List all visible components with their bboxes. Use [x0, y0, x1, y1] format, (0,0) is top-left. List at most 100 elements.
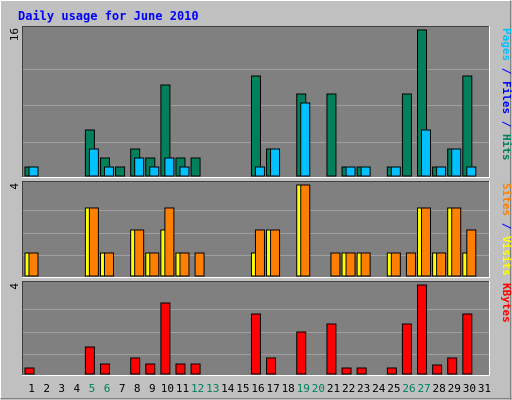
bar [436, 252, 447, 277]
bar [88, 207, 99, 277]
bar [164, 207, 175, 277]
day-label: 15 [236, 382, 249, 395]
side-legend-part: / [500, 216, 512, 236]
bar [145, 363, 156, 375]
bar [432, 364, 443, 375]
series-files [28, 102, 477, 177]
bar [250, 75, 261, 177]
day-label: 27 [417, 382, 430, 395]
bar [401, 323, 412, 375]
day-label: 8 [134, 382, 141, 395]
bar [345, 252, 356, 277]
bar [28, 166, 39, 177]
side-legend-label: Sites / Visits [500, 183, 512, 276]
bar [401, 93, 412, 177]
bar [300, 184, 311, 277]
day-label: 24 [372, 382, 386, 395]
chart-title: Daily usage for June 2010 [18, 9, 199, 23]
day-label: 6 [104, 382, 111, 395]
bar [405, 252, 416, 277]
bar [356, 367, 367, 375]
bar [115, 166, 126, 177]
bar [341, 367, 352, 375]
day-label: 5 [89, 382, 96, 395]
day-label: 1 [28, 382, 35, 395]
bar [179, 166, 190, 177]
bar [462, 75, 473, 177]
day-label: 23 [357, 382, 370, 395]
day-label: 28 [433, 382, 446, 395]
bar [130, 357, 141, 375]
bar [134, 229, 145, 277]
side-legend-part: KBytes [500, 283, 512, 323]
bar [250, 313, 261, 375]
bar [270, 148, 281, 177]
bar [88, 148, 99, 177]
scale-max-label: 4 [8, 183, 21, 190]
bar [190, 157, 201, 177]
day-label: 26 [402, 382, 415, 395]
day-label: 13 [206, 382, 219, 395]
day-label: 4 [74, 382, 81, 395]
bar [466, 166, 477, 177]
side-legend-part: / [500, 114, 512, 134]
bar [270, 229, 281, 277]
bar [28, 252, 39, 277]
day-label: 17 [266, 382, 279, 395]
bar [179, 252, 190, 277]
side-legend-label: KBytes [500, 283, 512, 323]
day-label: 10 [161, 382, 174, 395]
bar [300, 102, 311, 177]
bar [266, 357, 277, 375]
visits-panel: 4 Sites / Visits [8, 181, 512, 278]
bar [417, 284, 428, 375]
day-label: 25 [387, 382, 400, 395]
day-label: 11 [176, 382, 189, 395]
day-label: 29 [448, 382, 461, 395]
series-kbytes [24, 284, 473, 375]
bar [175, 363, 186, 375]
bar [194, 252, 205, 277]
day-label: 7 [119, 382, 126, 395]
bar [390, 166, 401, 177]
side-legend-part: Visits [500, 236, 512, 276]
bar [421, 207, 432, 277]
bar [296, 331, 307, 375]
day-label: 14 [221, 382, 235, 395]
bar [149, 166, 160, 177]
day-label: 22 [342, 382, 355, 395]
day-label: 3 [58, 382, 65, 395]
side-legend-part: Hits [500, 134, 512, 161]
side-legend-part: Sites [500, 183, 512, 216]
day-label: 16 [251, 382, 264, 395]
day-label: 19 [297, 382, 310, 395]
bar [24, 367, 35, 375]
scale-max-label: 4 [8, 283, 21, 290]
bar [326, 93, 337, 177]
bar [447, 357, 458, 375]
bar [451, 207, 462, 277]
bar [254, 229, 265, 277]
bar [345, 166, 356, 177]
day-label: 21 [327, 382, 340, 395]
day-label: 30 [463, 382, 476, 395]
bar [360, 252, 371, 277]
bar [421, 129, 432, 177]
bar [84, 346, 95, 375]
series-sites [28, 184, 477, 277]
bar [103, 166, 114, 177]
day-label: 9 [149, 382, 156, 395]
bar [466, 229, 477, 277]
bar [451, 148, 462, 177]
bar [103, 252, 114, 277]
bar [390, 252, 401, 277]
kbytes-panel: 4 KBytes [8, 281, 512, 376]
day-label: 20 [312, 382, 325, 395]
day-label: 2 [43, 382, 50, 395]
bar [436, 166, 447, 177]
bar [160, 302, 171, 375]
day-label: 12 [191, 382, 204, 395]
side-legend-part: / [500, 61, 512, 81]
chart-panels: 16 Pages / Files / Hits 4 Sites / Visits 4 KB… [8, 26, 512, 376]
